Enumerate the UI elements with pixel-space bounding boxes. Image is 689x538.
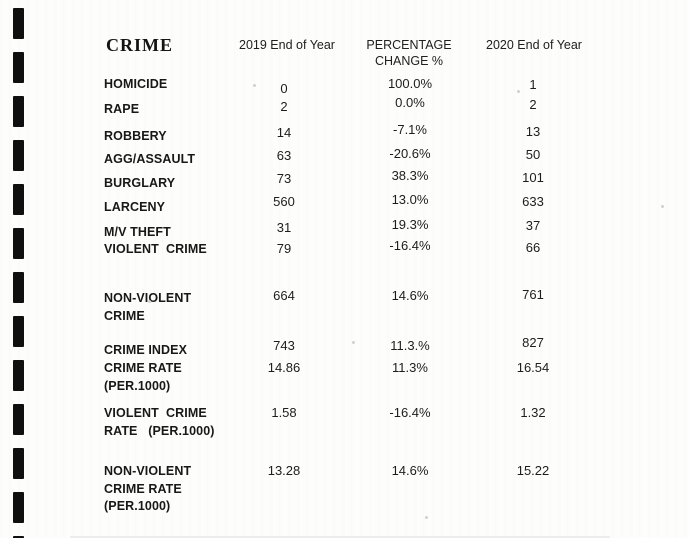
value-2020: 1.32 [520, 405, 546, 420]
value-2019: 2 [280, 99, 288, 114]
crime-category-label-line: VIOLENT CRIME [104, 406, 207, 420]
crime-category-label: CRIME RATE (PER.1000) [104, 360, 182, 395]
crime-category-label-line: (PER.1000) [104, 378, 171, 393]
crime-category-label-line: CRIME INDEX [104, 343, 188, 357]
value-2020: 13 [525, 124, 541, 139]
scan-speck [517, 90, 520, 93]
scan-speck [148, 300, 151, 303]
value-2020: 2 [529, 97, 537, 112]
crime-category-label-line: RAPE [104, 102, 140, 116]
crime-category-label: NON-VIOLENT CRIME [104, 290, 191, 325]
value-2020: 1 [529, 77, 537, 92]
crime-category-label-line: RATE (PER.1000) [104, 423, 215, 438]
scan-edge-mark [13, 272, 24, 303]
scan-edge-mark [13, 492, 24, 523]
value-percentage-change: -20.6% [389, 146, 431, 161]
value-percentage-change: 14.6% [391, 288, 429, 303]
crime-category-label-line: VIOLENT CRIME [104, 242, 207, 256]
value-percentage-change: -16.4% [389, 405, 431, 420]
crime-category-label: NON-VIOLENT CRIME RATE (PER.1000) [104, 463, 191, 516]
crime-category-label-line: CRIME RATE [104, 481, 182, 496]
crime-category-label-line: CRIME RATE [104, 361, 182, 375]
value-percentage-change: 13.0% [391, 192, 429, 207]
table-title: CRIME [106, 35, 173, 55]
crime-category-label-line: M/V THEFT [104, 225, 171, 239]
value-2019: 1.58 [271, 405, 297, 420]
crime-category-label: RAPE [104, 101, 139, 119]
value-2019: 0 [280, 81, 288, 96]
crime-category-label: CRIME INDEX [104, 342, 187, 360]
crime-category-label-line: HOMICIDE [104, 77, 168, 91]
crime-category-label: VIOLENT CRIME RATE (PER.1000) [104, 405, 215, 440]
value-percentage-change: -7.1% [393, 122, 427, 137]
crime-category-label-line: (PER.1000) [104, 499, 171, 513]
scan-speck [661, 205, 664, 208]
value-percentage-change: 11.3.% [390, 338, 430, 353]
value-percentage-change: 19.3% [391, 217, 429, 232]
value-2019: 31 [276, 220, 292, 235]
value-percentage-change: 14.6% [391, 463, 429, 478]
crime-category-label-line: AGG/ASSAULT [104, 152, 196, 166]
value-percentage-change: 38.3% [391, 168, 429, 183]
value-percentage-change: 0.0% [395, 95, 425, 110]
scan-edge-mark [13, 404, 24, 435]
scan-speck [352, 341, 355, 344]
scan-edge-mark [13, 448, 24, 479]
value-2019: 73 [276, 171, 292, 186]
crime-category-label-line: CRIME [104, 308, 145, 323]
value-2019: 63 [276, 148, 292, 163]
value-percentage-change: 100.0% [387, 76, 433, 91]
scan-edge-mark [13, 228, 24, 259]
crime-category-label-line: BURGLARY [104, 176, 176, 190]
value-2020: 15.22 [516, 463, 550, 478]
value-2020: 827 [522, 335, 544, 350]
crime-category-label: VIOLENT CRIME [104, 241, 207, 259]
column-header-percentage-change: PERCENTAGE CHANGE % [366, 38, 452, 68]
scan-edge-mark [13, 140, 24, 171]
value-2020: 16.54 [516, 360, 550, 375]
value-2020: 633 [522, 194, 544, 209]
value-percentage-change: 11.3% [392, 360, 428, 375]
crime-category-label: AGG/ASSAULT [104, 151, 195, 169]
value-2020: 37 [525, 218, 541, 233]
value-2020: 50 [525, 147, 541, 162]
scan-edge [0, 0, 30, 538]
crime-category-label-line: ROBBERY [104, 129, 167, 143]
crime-category-label: ROBBERY [104, 128, 167, 146]
column-header-2020: 2020 End of Year [486, 38, 582, 52]
value-percentage-change: -16.4% [389, 238, 431, 253]
scan-edge-mark [13, 96, 24, 127]
scan-edge-mark [13, 184, 24, 215]
value-2019: 13.28 [267, 463, 301, 478]
value-2019: 664 [273, 288, 295, 303]
value-2019: 14.86 [267, 360, 301, 375]
value-2019: 743 [273, 338, 295, 353]
scan-edge-mark [13, 316, 24, 347]
crime-category-label-line: NON-VIOLENT [104, 291, 192, 305]
value-2019: 79 [276, 241, 292, 256]
crime-category-label-line: LARCENY [104, 200, 166, 214]
value-2020: 761 [522, 287, 544, 302]
scan-edge-mark [13, 536, 24, 538]
scan-edge-mark [13, 52, 24, 83]
column-header-2019: 2019 End of Year [239, 38, 335, 52]
crime-category-label: LARCENY [104, 199, 165, 217]
scan-bottom-shadow [70, 536, 610, 538]
scan-edge-mark [13, 8, 24, 39]
value-2019: 14 [276, 125, 292, 140]
value-2019: 560 [273, 194, 295, 209]
crime-category-label: M/V THEFT [104, 224, 171, 242]
value-2020: 101 [522, 170, 544, 185]
scan-speck [253, 84, 256, 87]
crime-category-label: HOMICIDE [104, 76, 167, 94]
value-2020: 66 [525, 240, 541, 255]
scan-speck [425, 516, 428, 519]
scan-edge-mark [13, 360, 24, 391]
crime-category-label: BURGLARY [104, 175, 175, 193]
crime-category-label-line: NON-VIOLENT [104, 464, 192, 478]
